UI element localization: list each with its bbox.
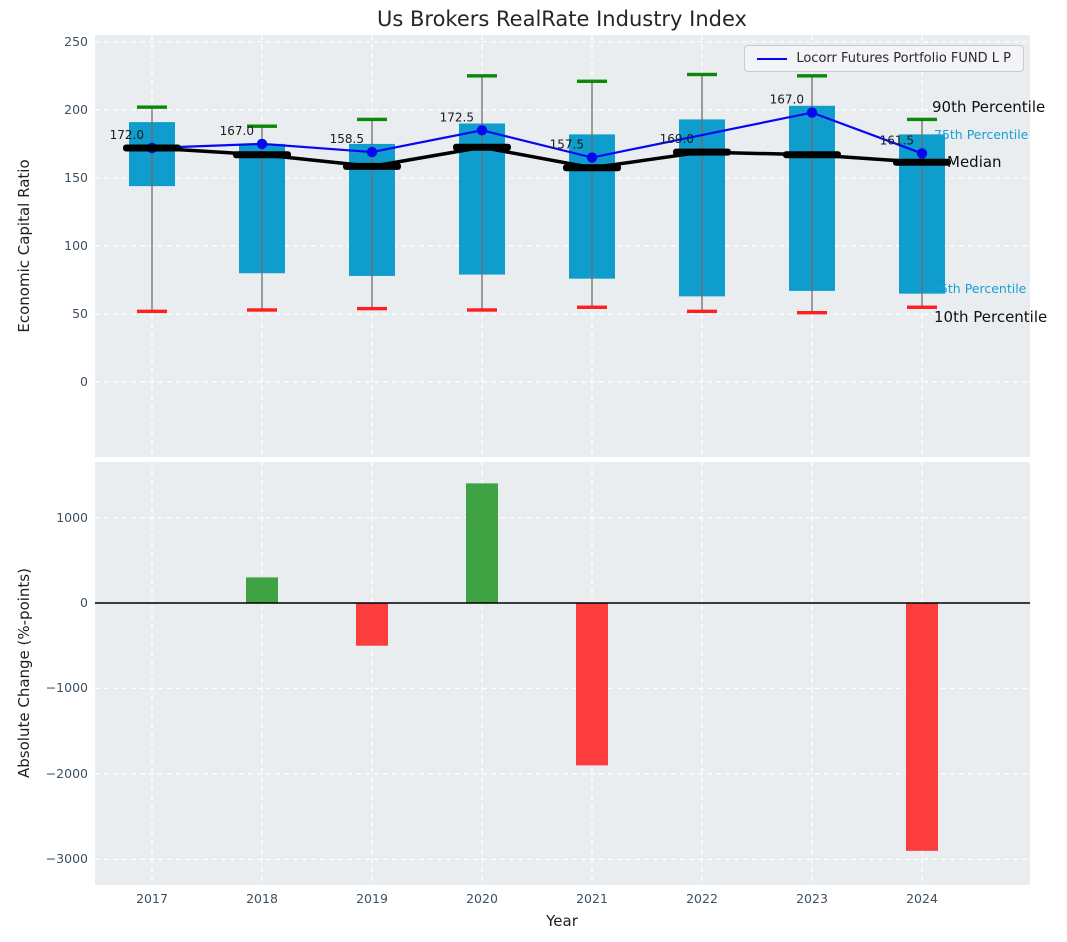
fund-marker (367, 147, 377, 157)
cap-90th-2019 (357, 118, 387, 121)
median-annotation-2021: 157.5 (550, 138, 584, 152)
y-tick-label: 150 (34, 170, 88, 185)
fund-marker (807, 107, 817, 117)
label-25th-percentile: 25th Percentile (932, 281, 1026, 296)
label-10th-percentile: 10th Percentile (934, 308, 1047, 326)
y-tick-label: 0 (34, 595, 88, 610)
top-y-axis-label: Economic Capital Ratio (15, 159, 33, 332)
cap-10th-2023 (797, 311, 827, 314)
cap-10th-2017 (137, 310, 167, 313)
median-segment-2019 (343, 163, 401, 170)
legend[interactable]: Locorr Futures Portfolio FUND L P (744, 45, 1024, 72)
label-median: Median (947, 153, 1002, 171)
change-bar-2019 (356, 603, 388, 646)
x-tick-label-2019: 2019 (337, 891, 407, 906)
cap-10th-2019 (357, 307, 387, 310)
cap-90th-2023 (797, 74, 827, 77)
y-tick-label: 200 (34, 102, 88, 117)
fund-marker (587, 152, 597, 162)
y-tick-label: 250 (34, 34, 88, 49)
legend-label: Locorr Futures Portfolio FUND L P (796, 51, 1011, 66)
cap-10th-2021 (577, 306, 607, 309)
median-segment-2020 (453, 144, 511, 151)
median-annotation-2020: 172.5 (440, 110, 474, 124)
label-75th-percentile: 75th Percentile (934, 127, 1028, 142)
x-tick-label-2024: 2024 (887, 891, 957, 906)
x-tick-label-2023: 2023 (777, 891, 847, 906)
cap-90th-2024 (907, 118, 937, 121)
bottom-axes (95, 462, 1030, 885)
chart-title: Us Brokers RealRate Industry Index (377, 7, 747, 31)
label-90th-percentile: 90th Percentile (932, 98, 1045, 116)
median-annotation-2024: 161.5 (880, 133, 914, 147)
top-axes: 172.0 167.0 158.5 172.5 157.5 169.0 167.0 161.5… (95, 35, 1030, 457)
median-annotation-2018: 167.0 (220, 124, 254, 138)
x-tick-label-2022: 2022 (667, 891, 737, 906)
cap-10th-2020 (467, 308, 497, 311)
change-bar-2024 (906, 603, 938, 851)
median-segment-2022 (673, 149, 731, 156)
cap-90th-2021 (577, 80, 607, 83)
change-bar-2020 (466, 483, 498, 603)
fund-marker (477, 125, 487, 135)
top-chart-canvas: 172.0 167.0 158.5 172.5 157.5 169.0 167.0 161.5 (95, 35, 1030, 457)
change-bar-2018 (246, 577, 278, 603)
y-tick-label: −2000 (34, 766, 88, 781)
cap-10th-2018 (247, 308, 277, 311)
cap-10th-2022 (687, 310, 717, 313)
fund-marker (257, 139, 267, 149)
cap-90th-2022 (687, 73, 717, 76)
y-tick-label: 50 (34, 306, 88, 321)
y-tick-label: 0 (34, 374, 88, 389)
fund-marker (917, 148, 927, 158)
median-segment-2018 (233, 151, 291, 158)
cap-10th-2024 (907, 306, 937, 309)
median-annotation-2019: 158.5 (330, 132, 364, 146)
x-tick-label-2020: 2020 (447, 891, 517, 906)
x-tick-label-2021: 2021 (557, 891, 627, 906)
bottom-chart-canvas (95, 462, 1030, 885)
median-segment-2017 (123, 144, 181, 151)
y-tick-label: −1000 (34, 680, 88, 695)
change-bar-2021 (576, 603, 608, 765)
y-tick-label: 100 (34, 238, 88, 253)
median-annotation-2017: 172.0 (110, 128, 144, 142)
median-segment-2024 (893, 159, 951, 166)
median-segment-2021 (563, 164, 621, 171)
cap-90th-2020 (467, 74, 497, 77)
x-tick-label-2017: 2017 (117, 891, 187, 906)
y-tick-label: 1000 (34, 510, 88, 525)
figure: Us Brokers RealRate Industry Index Econo… (0, 0, 1067, 942)
median-segment-2023 (783, 151, 841, 158)
x-axis-label: Year (546, 912, 578, 930)
x-tick-label-2018: 2018 (227, 891, 297, 906)
legend-line-sample (757, 58, 787, 60)
median-annotation-2022: 169.0 (660, 132, 694, 146)
bottom-y-axis-label: Absolute Change (%-points) (15, 568, 33, 778)
y-tick-label: −3000 (34, 851, 88, 866)
median-annotation-2023: 167.0 (770, 93, 804, 107)
cap-90th-2017 (137, 105, 167, 108)
